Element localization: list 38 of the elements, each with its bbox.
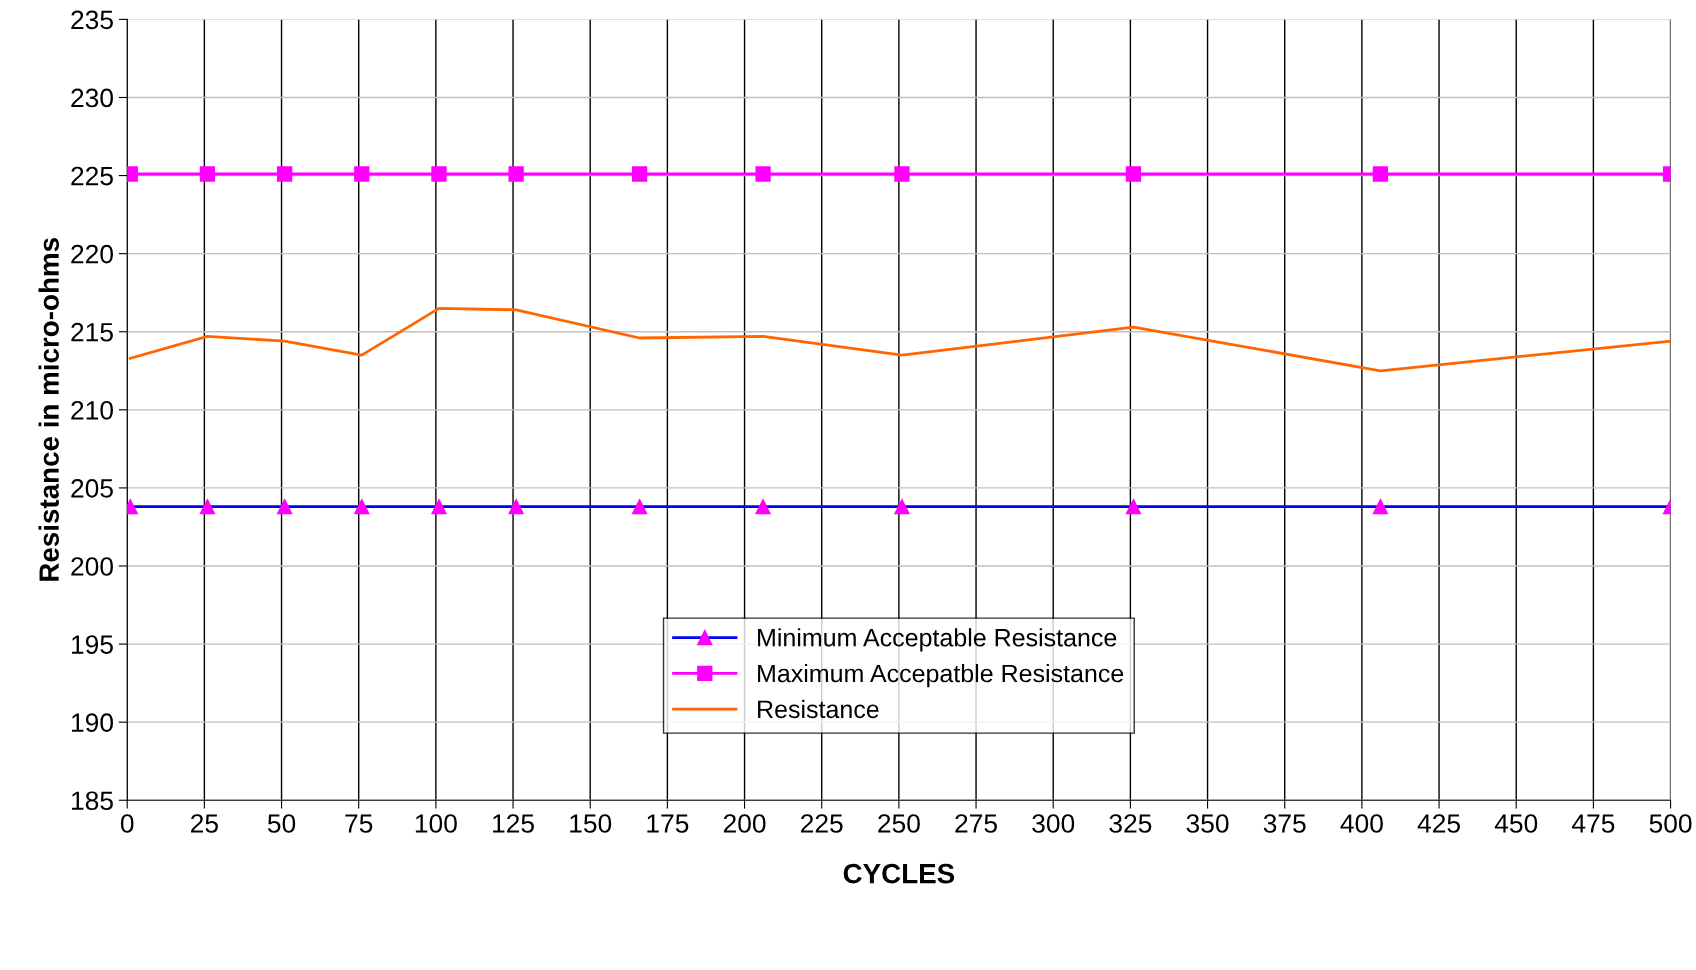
x-tick-label: 25 bbox=[191, 814, 218, 833]
line-series bbox=[128, 306, 1671, 373]
y-tick-label: 230 bbox=[71, 88, 113, 108]
x-tick-label: 375 bbox=[1263, 814, 1306, 833]
y-tick-label: 205 bbox=[71, 479, 113, 498]
x-tick-label: 75 bbox=[345, 814, 373, 833]
x-tick-label: 150 bbox=[570, 814, 612, 833]
x-tick-label: 50 bbox=[267, 814, 296, 833]
legend-label: Resistance bbox=[758, 699, 879, 719]
legend-label: Minimum Acceptable Resistance bbox=[758, 628, 1117, 652]
y-tick-label: 215 bbox=[71, 322, 113, 342]
y-tick-label: 185 bbox=[71, 791, 113, 811]
y-axis-title: Resistance in micro-ohms bbox=[38, 238, 59, 581]
x-axis-title: CYCLES bbox=[843, 863, 955, 884]
x-tick-label: 100 bbox=[415, 814, 457, 833]
x-tick-label: 300 bbox=[1032, 814, 1075, 833]
x-tick-label: 500 bbox=[1649, 814, 1692, 833]
y-tick-label: 195 bbox=[71, 635, 113, 654]
x-tick-label: 425 bbox=[1417, 814, 1460, 833]
x-tick-label: 475 bbox=[1571, 814, 1615, 833]
x-tick-label: 325 bbox=[1109, 814, 1152, 833]
y-tick-label: 220 bbox=[71, 244, 113, 264]
x-tick-label: 250 bbox=[878, 814, 920, 833]
x-tick-label: 125 bbox=[493, 814, 534, 833]
x-tick-label: 275 bbox=[955, 814, 997, 833]
x-tick-label: 175 bbox=[647, 814, 689, 833]
y-tick-label: 190 bbox=[71, 713, 113, 732]
y-tick-label: 200 bbox=[71, 557, 113, 576]
y-tick-label: 235 bbox=[71, 10, 113, 30]
y-tick-label: 210 bbox=[71, 400, 113, 420]
legend-label: Maximum Accepatble Resistance bbox=[758, 663, 1124, 688]
x-tick-label: 0 bbox=[120, 814, 134, 833]
x-tick-label: 200 bbox=[723, 814, 766, 833]
x-tick-label: 400 bbox=[1340, 814, 1383, 833]
x-tick-label: 350 bbox=[1186, 814, 1229, 833]
x-tick-label: 225 bbox=[801, 814, 843, 833]
y-tick-label: 225 bbox=[71, 166, 113, 186]
x-tick-label: 450 bbox=[1494, 814, 1538, 833]
